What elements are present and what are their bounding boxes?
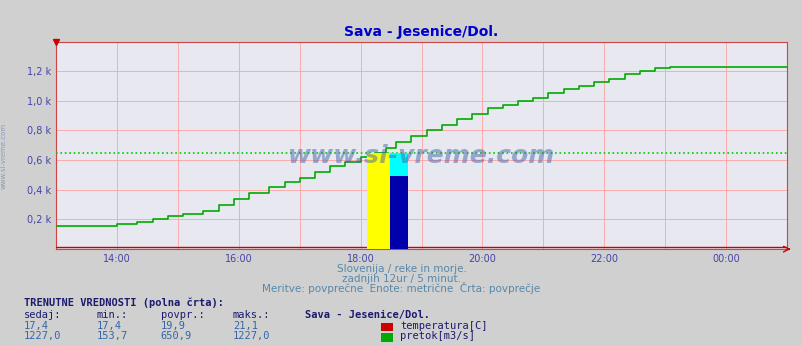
Text: 1227,0: 1227,0 — [24, 331, 62, 341]
Text: 17,4: 17,4 — [24, 321, 49, 331]
Text: 19,9: 19,9 — [160, 321, 185, 331]
Text: 153,7: 153,7 — [96, 331, 128, 341]
Bar — [390, 153, 407, 249]
Text: www.si-vreme.com: www.si-vreme.com — [288, 144, 554, 168]
Title: Sava - Jesenice/Dol.: Sava - Jesenice/Dol. — [344, 25, 498, 39]
Text: temperatura[C]: temperatura[C] — [399, 321, 487, 331]
Text: sedaj:: sedaj: — [24, 310, 62, 320]
Text: povpr.:: povpr.: — [160, 310, 204, 320]
Text: 21,1: 21,1 — [233, 321, 257, 331]
Text: www.si-vreme.com: www.si-vreme.com — [1, 122, 7, 189]
Text: 1227,0: 1227,0 — [233, 331, 270, 341]
Text: min.:: min.: — [96, 310, 128, 320]
Text: maks.:: maks.: — [233, 310, 270, 320]
Text: Meritve: povprečne  Enote: metrične  Črta: povprečje: Meritve: povprečne Enote: metrične Črta:… — [262, 282, 540, 294]
Text: zadnjih 12ur / 5 minut.: zadnjih 12ur / 5 minut. — [342, 274, 460, 284]
Bar — [367, 153, 390, 249]
Text: pretok[m3/s]: pretok[m3/s] — [399, 331, 474, 341]
Text: 17,4: 17,4 — [96, 321, 121, 331]
Text: TRENUTNE VREDNOSTI (polna črta):: TRENUTNE VREDNOSTI (polna črta): — [24, 298, 224, 308]
Text: 650,9: 650,9 — [160, 331, 192, 341]
Text: Slovenija / reke in morje.: Slovenija / reke in morje. — [336, 264, 466, 274]
Text: Sava - Jesenice/Dol.: Sava - Jesenice/Dol. — [305, 310, 430, 320]
Bar — [390, 176, 407, 249]
